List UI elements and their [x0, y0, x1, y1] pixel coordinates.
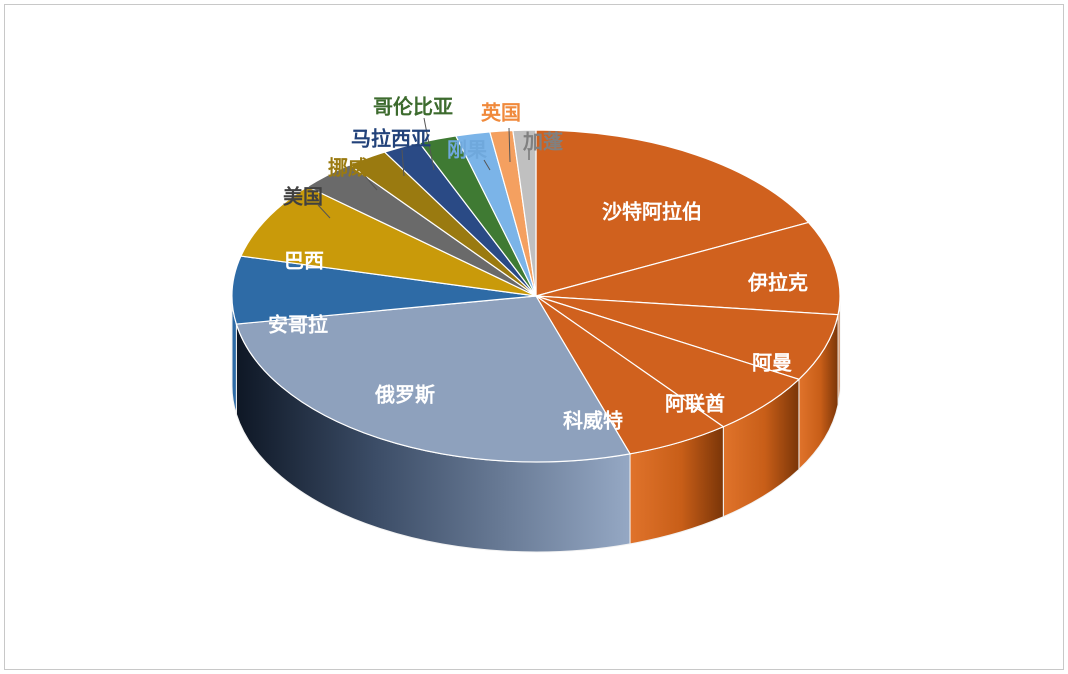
slice-label-12: 刚果 — [447, 138, 487, 162]
slice-label-10: 马拉西亚 — [351, 127, 431, 151]
slice-label-5: 俄罗斯 — [374, 383, 435, 407]
slice-label-1: 伊拉克 — [747, 271, 808, 295]
slice-5 — [235, 295, 631, 463]
leader-line-10 — [401, 149, 405, 177]
slice-label-13: 英国 — [481, 101, 521, 125]
leader-line-12 — [483, 159, 491, 171]
slice-label-0: 沙特阿拉伯 — [602, 200, 702, 224]
slice-1 — [535, 221, 841, 316]
leader-line-8 — [317, 204, 331, 219]
leader-lines — [317, 117, 530, 219]
slice-14 — [512, 129, 537, 297]
slice-label-11: 哥伦比亚 — [373, 95, 453, 119]
slice-label-6: 安哥拉 — [268, 313, 328, 337]
slice-6 — [231, 255, 537, 325]
slice-label-14: 加蓬 — [522, 130, 564, 154]
slice-label-4: 科威特 — [563, 409, 623, 433]
slice-7 — [240, 185, 537, 297]
leader-line-9 — [364, 175, 378, 191]
leader-line-11 — [423, 117, 435, 171]
slice-label-7: 巴西 — [284, 249, 324, 273]
slice-label-8: 美国 — [283, 185, 323, 209]
slice-2 — [535, 295, 839, 380]
slice-label-9: 挪威 — [328, 156, 368, 180]
slice-0 — [535, 129, 810, 297]
leader-line-13 — [508, 127, 511, 163]
slice-label-2: 阿曼 — [752, 351, 792, 375]
slice-label-3: 阿联酋 — [665, 392, 725, 416]
pie-sides — [231, 295, 841, 553]
pie-tops — [231, 129, 841, 463]
